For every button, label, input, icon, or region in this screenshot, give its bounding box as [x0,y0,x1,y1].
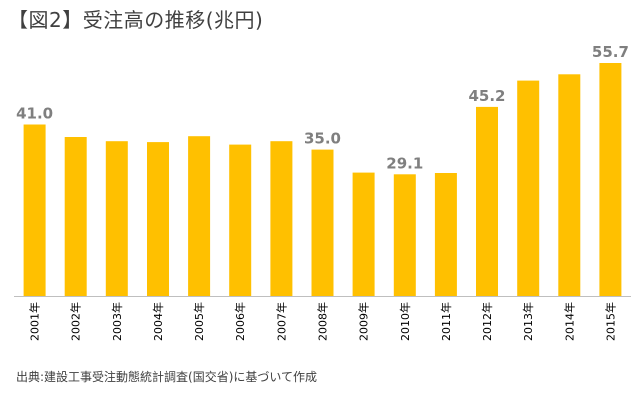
bar-2002年 [64,137,87,296]
value-label-2010年: 29.1 [386,154,423,172]
tick-labels-layer: 2001年 2002年 2003年 2004年 2005年 2006年 2007年 2008年… [28,302,618,341]
x-tick-label-2012年: 2012年 [480,302,494,341]
value-label-2008年: 35.0 [304,130,341,148]
x-tick-label-2011年: 2011年 [439,302,453,341]
bar-2011年 [434,173,457,296]
x-tick-label-2001年: 2001年 [28,302,42,341]
value-label-2015年: 55.7 [592,43,629,61]
chart-title: 【図2】受注高の推移(兆円) [8,8,264,32]
x-tick-label-2003年: 2003年 [110,302,124,341]
bar-2012年 [476,106,498,297]
x-tick-label-2015年: 2015年 [603,302,617,341]
x-tick-label-2010年: 2010年 [398,302,412,341]
bar-2004年 [147,142,169,296]
value-label-2001年: 41.0 [16,105,53,123]
bar-2009年 [352,172,375,296]
x-tick-label-2007年: 2007年 [274,302,288,341]
bar-2010年 [393,174,416,296]
x-tick-label-2006年: 2006年 [233,302,247,341]
x-tick-label-2009年: 2009年 [357,302,371,341]
bars-layer [23,63,622,297]
x-tick-label-2002年: 2002年 [69,302,83,341]
bar-2001年 [23,124,46,296]
bar-2014年 [558,74,581,296]
bar-2006年 [229,144,252,296]
x-tick-label-2005年: 2005年 [192,302,206,341]
bar-2013年 [517,80,540,296]
value-labels-layer: 41.0 35.0 29.1 45.2 55.7 [16,43,629,172]
bar-2003年 [105,141,128,296]
x-tick-label-2008年: 2008年 [316,302,330,341]
bar-2015年 [599,63,622,296]
bar-2007年 [270,141,293,296]
x-tick-label-2014年: 2014年 [562,302,576,341]
bar-2005年 [188,136,211,296]
bar-2008年 [311,149,334,296]
source-note: 出典:建設工事受注動態統計調査(国交省)に基づいて作成 [16,370,318,384]
x-tick-label-2004年: 2004年 [151,302,165,341]
x-tick-label-2013年: 2013年 [521,302,535,341]
value-label-2012年: 45.2 [468,87,505,105]
